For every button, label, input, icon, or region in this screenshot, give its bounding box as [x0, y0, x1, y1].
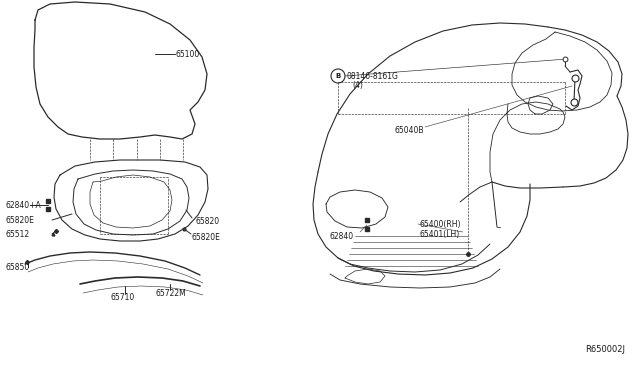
Text: 65040B: 65040B	[395, 125, 424, 135]
Text: 65850: 65850	[5, 263, 29, 272]
Text: 65722M: 65722M	[155, 289, 186, 298]
Text: 65401(LH): 65401(LH)	[420, 230, 460, 238]
Text: 65820E: 65820E	[5, 215, 34, 224]
Text: 65710: 65710	[110, 294, 134, 302]
Text: B: B	[335, 73, 340, 79]
Text: 65100: 65100	[176, 49, 200, 58]
Text: 62840+A: 62840+A	[5, 201, 41, 209]
Text: 65400(RH): 65400(RH)	[420, 219, 461, 228]
Text: 65820: 65820	[195, 217, 219, 225]
Text: 62840: 62840	[330, 231, 354, 241]
Text: R650002J: R650002J	[585, 345, 625, 354]
Text: 65512: 65512	[5, 230, 29, 238]
Text: (4): (4)	[352, 80, 363, 90]
Text: 08146-8161G: 08146-8161G	[347, 71, 399, 80]
Text: 65820E: 65820E	[192, 232, 221, 241]
